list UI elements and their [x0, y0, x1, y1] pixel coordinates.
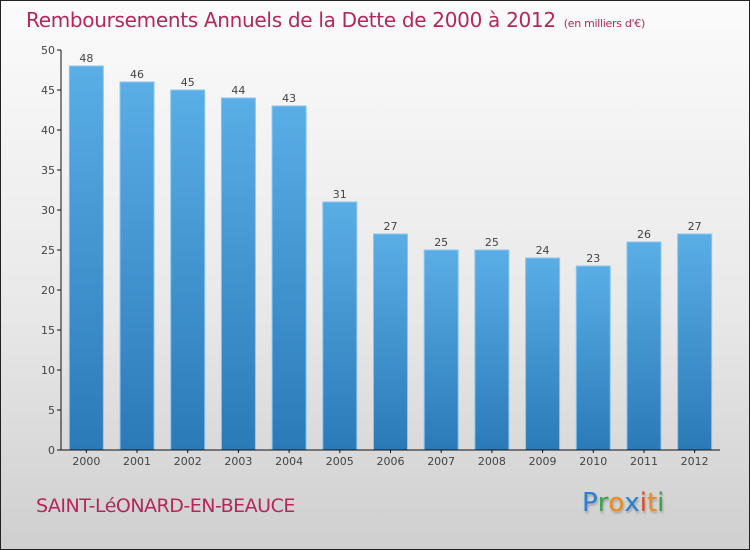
y-tick-label: 40	[41, 124, 55, 137]
y-tick-label: 25	[41, 244, 55, 257]
logo-letter: P	[582, 488, 598, 518]
unit-label: (en milliers d'€)	[563, 17, 645, 30]
bar-2001	[119, 81, 155, 451]
y-axis: 0 5 10 15 20 25 30 35 40 45 50	[41, 44, 62, 457]
data-label: 24	[536, 244, 550, 257]
x-tick-label: 2010	[579, 455, 607, 468]
x-axis: 2000 2001 2002 2003 2004 2005 2006 2007 2008 2009…	[61, 449, 720, 468]
data-label: 27	[384, 220, 398, 233]
y-tick-label: 20	[41, 284, 55, 297]
data-label: 25	[434, 236, 448, 249]
bar-2003	[220, 97, 256, 451]
bar-2000	[68, 65, 104, 451]
x-tick-label: 2003	[224, 455, 252, 468]
logo-letter: i	[639, 488, 647, 518]
data-label: 27	[688, 220, 702, 233]
data-label: 25	[485, 236, 499, 249]
y-tick-label: 5	[48, 404, 55, 417]
commune-name: SAINT-LéONARD-EN-BEAUCE	[36, 495, 295, 517]
title-text: Remboursements Annuels de la Dette de 20…	[26, 8, 556, 32]
data-label: 31	[333, 188, 347, 201]
data-label: 45	[181, 76, 195, 89]
data-label: 46	[130, 68, 144, 81]
y-tick-label: 0	[48, 444, 55, 457]
x-tick-label: 2001	[123, 455, 151, 468]
x-tick-label: 2006	[377, 455, 405, 468]
data-label: 48	[79, 52, 93, 65]
logo-letter: x	[624, 488, 640, 518]
bar-2002	[170, 89, 206, 451]
bar-2005	[322, 201, 358, 451]
chart-title: Remboursements Annuels de la Dette de 20…	[26, 8, 645, 32]
x-tick-label: 2004	[275, 455, 303, 468]
y-tick-label: 45	[41, 84, 55, 97]
bar-2008	[474, 249, 510, 451]
bar-2012	[677, 233, 713, 451]
y-tick-label: 30	[41, 204, 55, 217]
x-tick-label: 2000	[72, 455, 100, 468]
bar-2006	[373, 233, 408, 451]
x-tick-label: 2007	[427, 455, 455, 468]
x-tick-label: 2009	[529, 455, 557, 468]
y-tick-label: 10	[41, 364, 55, 377]
data-label: 43	[282, 92, 296, 105]
y-tick-label: 35	[41, 164, 55, 177]
y-tick-label: 50	[41, 44, 55, 57]
logo-letter: t	[646, 488, 658, 518]
bar-2010	[575, 265, 611, 451]
data-label: 23	[586, 252, 600, 265]
bar-2009	[525, 257, 561, 451]
logo-letter: o	[608, 488, 625, 518]
x-tick-label: 2011	[630, 455, 658, 468]
bar-2004	[271, 105, 307, 451]
data-label: 26	[637, 228, 651, 241]
bar-2011	[626, 241, 662, 451]
x-tick-label: 2012	[681, 455, 709, 468]
proxiti-logo[interactable]: Proxiti	[582, 488, 664, 518]
logo-letter: i	[657, 488, 665, 518]
x-tick-label: 2008	[478, 455, 506, 468]
logo-letter: r	[597, 488, 609, 518]
data-label: 44	[231, 84, 245, 97]
y-tick-label: 15	[41, 324, 55, 337]
bar-2007	[423, 249, 459, 451]
x-tick-label: 2005	[326, 455, 354, 468]
bars-group: 48 46 45 44 43 31 27 25 25 24 23 26 27	[68, 52, 713, 451]
x-tick-label: 2002	[174, 455, 202, 468]
